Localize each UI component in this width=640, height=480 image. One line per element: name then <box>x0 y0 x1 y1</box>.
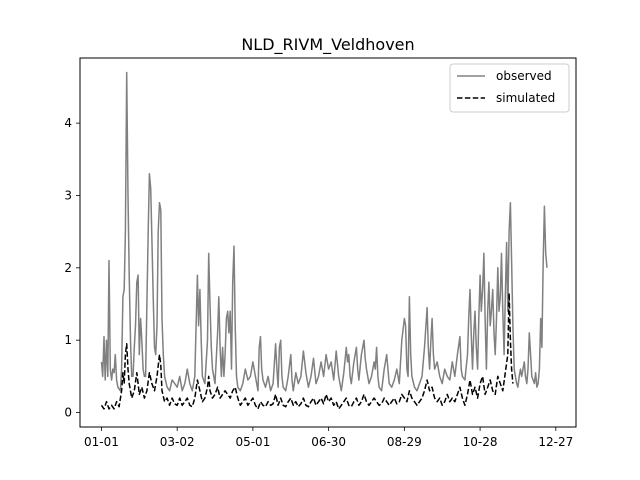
x-tick-label: 05-01 <box>235 435 270 449</box>
y-tick-label: 4 <box>64 116 72 130</box>
y-axis: 0 1 2 3 4 <box>64 116 80 420</box>
y-tick-label: 2 <box>64 261 72 275</box>
plot-area <box>100 71 548 410</box>
x-tick-label: 08-29 <box>387 435 422 449</box>
x-tick-label: 01-01 <box>84 435 119 449</box>
y-tick-label: 0 <box>64 406 72 420</box>
legend: observed simulated <box>449 63 570 113</box>
x-tick-label: 03-02 <box>160 435 195 449</box>
series-line-simulated <box>100 292 514 410</box>
axes-frame <box>79 57 577 428</box>
x-tick-label: 06-30 <box>311 435 346 449</box>
legend-label-observed: observed <box>496 69 552 83</box>
legend-label-simulated: simulated <box>496 91 555 105</box>
y-tick-label: 3 <box>64 188 72 202</box>
y-tick-label: 1 <box>64 333 72 347</box>
x-axis: 01-01 03-02 05-01 06-30 08-29 10-28 12-27 <box>84 427 573 449</box>
chart-title: NLD_RIVM_Veldhoven <box>241 35 414 55</box>
x-tick-label: 10-28 <box>463 435 498 449</box>
series-line-observed <box>100 71 548 392</box>
x-tick-label: 12-27 <box>538 435 573 449</box>
